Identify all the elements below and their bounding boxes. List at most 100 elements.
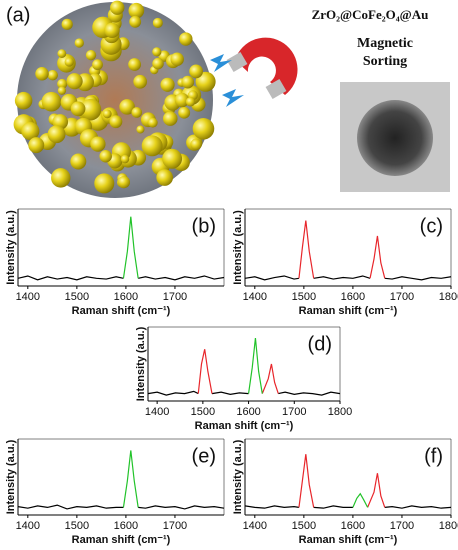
x-tick-label: 1400 bbox=[145, 406, 169, 418]
spectrum-line bbox=[197, 349, 279, 394]
x-axis-label: Raman shift (cm⁻¹) bbox=[299, 305, 398, 317]
gold-sphere bbox=[185, 97, 196, 107]
gold-sphere bbox=[119, 99, 135, 115]
gold-sphere bbox=[61, 18, 73, 30]
gold-spheres bbox=[13, 0, 216, 194]
gold-sphere bbox=[41, 91, 62, 112]
gold-sphere bbox=[160, 77, 175, 92]
x-tick-label: 1600 bbox=[236, 406, 260, 418]
x-tick-label: 1800 bbox=[439, 520, 458, 532]
gold-sphere bbox=[21, 122, 40, 141]
gold-sphere bbox=[66, 73, 83, 90]
spectrum-line bbox=[147, 390, 341, 396]
caption-line: Sorting bbox=[363, 54, 407, 69]
spectrum-line bbox=[298, 454, 386, 508]
gold-sphere bbox=[181, 75, 195, 89]
gold-sphere bbox=[195, 71, 216, 92]
gold-sphere bbox=[156, 169, 174, 186]
spectrum-line bbox=[17, 504, 225, 510]
gold-sphere bbox=[94, 173, 115, 194]
x-axis-label: Raman shift (cm⁻¹) bbox=[195, 420, 294, 432]
panel-label: (a) bbox=[6, 4, 30, 26]
x-tick-label: 1500 bbox=[292, 291, 316, 303]
x-axis-label: Raman shift (cm⁻¹) bbox=[72, 534, 171, 546]
spectrum-panel: 1400 1500 1600 1700 1800 Raman shift (cm⁻¹) In… bbox=[232, 208, 458, 317]
spectrum-line bbox=[247, 338, 263, 394]
x-tick-label: 1700 bbox=[390, 520, 414, 532]
y-axis-label: Intensity (a.u.) bbox=[135, 326, 147, 401]
gold-sphere bbox=[109, 115, 123, 129]
x-tick-label: 1500 bbox=[292, 520, 316, 532]
gold-sphere bbox=[70, 153, 87, 170]
x-tick-label: 1700 bbox=[282, 406, 306, 418]
panel-label: (d) bbox=[308, 333, 332, 355]
panel-a: (a) ZrO₂@CoFe₂O₄@Au Magnetic Sorting bbox=[6, 0, 450, 198]
spectrum-line bbox=[352, 492, 369, 508]
x-tick-label: 1400 bbox=[243, 520, 267, 532]
gold-sphere bbox=[28, 137, 45, 154]
spectrum-panel: 1400 1500 1600 1700 1800 Raman shift (cm⁻¹) In… bbox=[232, 438, 458, 546]
spectrum-line bbox=[122, 450, 139, 508]
gold-sphere bbox=[147, 117, 158, 128]
gold-sphere bbox=[57, 49, 67, 58]
gold-sphere bbox=[92, 59, 103, 71]
spectrum-panel: 1400 1500 1600 1700 1800 Raman shift (cm⁻¹) In… bbox=[135, 326, 352, 432]
formula: ZrO₂@CoFe₂O₄@Au bbox=[312, 7, 429, 22]
x-tick-label: 1500 bbox=[191, 406, 215, 418]
gold-sphere bbox=[57, 78, 68, 89]
spectrum-panel: 1400 1500 1600 1700 Raman shift (cm⁻¹) Intens… bbox=[5, 208, 225, 317]
y-axis-label: Intensity (a.u.) bbox=[232, 439, 244, 514]
x-tick-label: 1600 bbox=[341, 291, 365, 303]
gold-sphere bbox=[178, 106, 191, 119]
gold-sphere bbox=[152, 17, 163, 28]
x-tick-label: 1700 bbox=[163, 291, 187, 303]
gold-sphere bbox=[152, 57, 164, 70]
gold-sphere bbox=[35, 67, 49, 81]
gold-sphere bbox=[104, 22, 120, 39]
x-tick-label: 1500 bbox=[65, 291, 89, 303]
gold-sphere bbox=[129, 15, 142, 28]
gold-sphere bbox=[192, 117, 215, 140]
gold-sphere bbox=[64, 57, 74, 67]
gold-sphere bbox=[136, 125, 145, 134]
gold-sphere bbox=[51, 168, 71, 188]
gold-sphere bbox=[14, 91, 33, 110]
panel-label: (c) bbox=[420, 215, 443, 237]
x-tick-label: 1400 bbox=[243, 291, 267, 303]
spectrum-panel: 1400 1500 1600 1700 Raman shift (cm⁻¹) Intens… bbox=[5, 438, 225, 546]
panel-label: (b) bbox=[192, 215, 216, 237]
caption-line: Magnetic bbox=[357, 36, 413, 51]
gold-sphere bbox=[152, 47, 162, 57]
panel-label: (e) bbox=[192, 445, 216, 467]
x-tick-label: 1600 bbox=[114, 520, 138, 532]
gold-sphere bbox=[131, 107, 143, 118]
gold-sphere bbox=[133, 74, 148, 89]
gold-sphere bbox=[162, 111, 178, 126]
x-tick-label: 1400 bbox=[16, 520, 40, 532]
gold-sphere bbox=[170, 52, 184, 67]
spectrum-line bbox=[244, 505, 452, 509]
gold-sphere bbox=[128, 58, 141, 71]
gold-sphere bbox=[128, 2, 145, 19]
gold-sphere bbox=[190, 138, 202, 150]
gold-sphere bbox=[70, 101, 86, 117]
x-tick-label: 1800 bbox=[439, 291, 458, 303]
gold-sphere bbox=[174, 92, 190, 108]
gold-sphere bbox=[47, 125, 66, 144]
y-axis-label: Intensity (a.u.) bbox=[5, 439, 17, 514]
spectrum-line bbox=[122, 216, 139, 279]
gold-sphere bbox=[117, 175, 131, 189]
x-tick-label: 1600 bbox=[114, 291, 138, 303]
gold-sphere bbox=[90, 136, 106, 152]
x-tick-label: 1500 bbox=[65, 520, 89, 532]
gold-sphere bbox=[74, 38, 84, 48]
spectrum-line bbox=[298, 220, 386, 279]
x-axis-label: Raman shift (cm⁻¹) bbox=[299, 534, 398, 546]
gold-sphere bbox=[120, 154, 130, 164]
gold-sphere bbox=[110, 0, 125, 15]
spectrum-line bbox=[244, 275, 452, 281]
x-tick-label: 1800 bbox=[328, 406, 352, 418]
gold-sphere bbox=[141, 135, 163, 157]
gold-sphere bbox=[99, 149, 112, 163]
gold-sphere bbox=[47, 69, 58, 81]
